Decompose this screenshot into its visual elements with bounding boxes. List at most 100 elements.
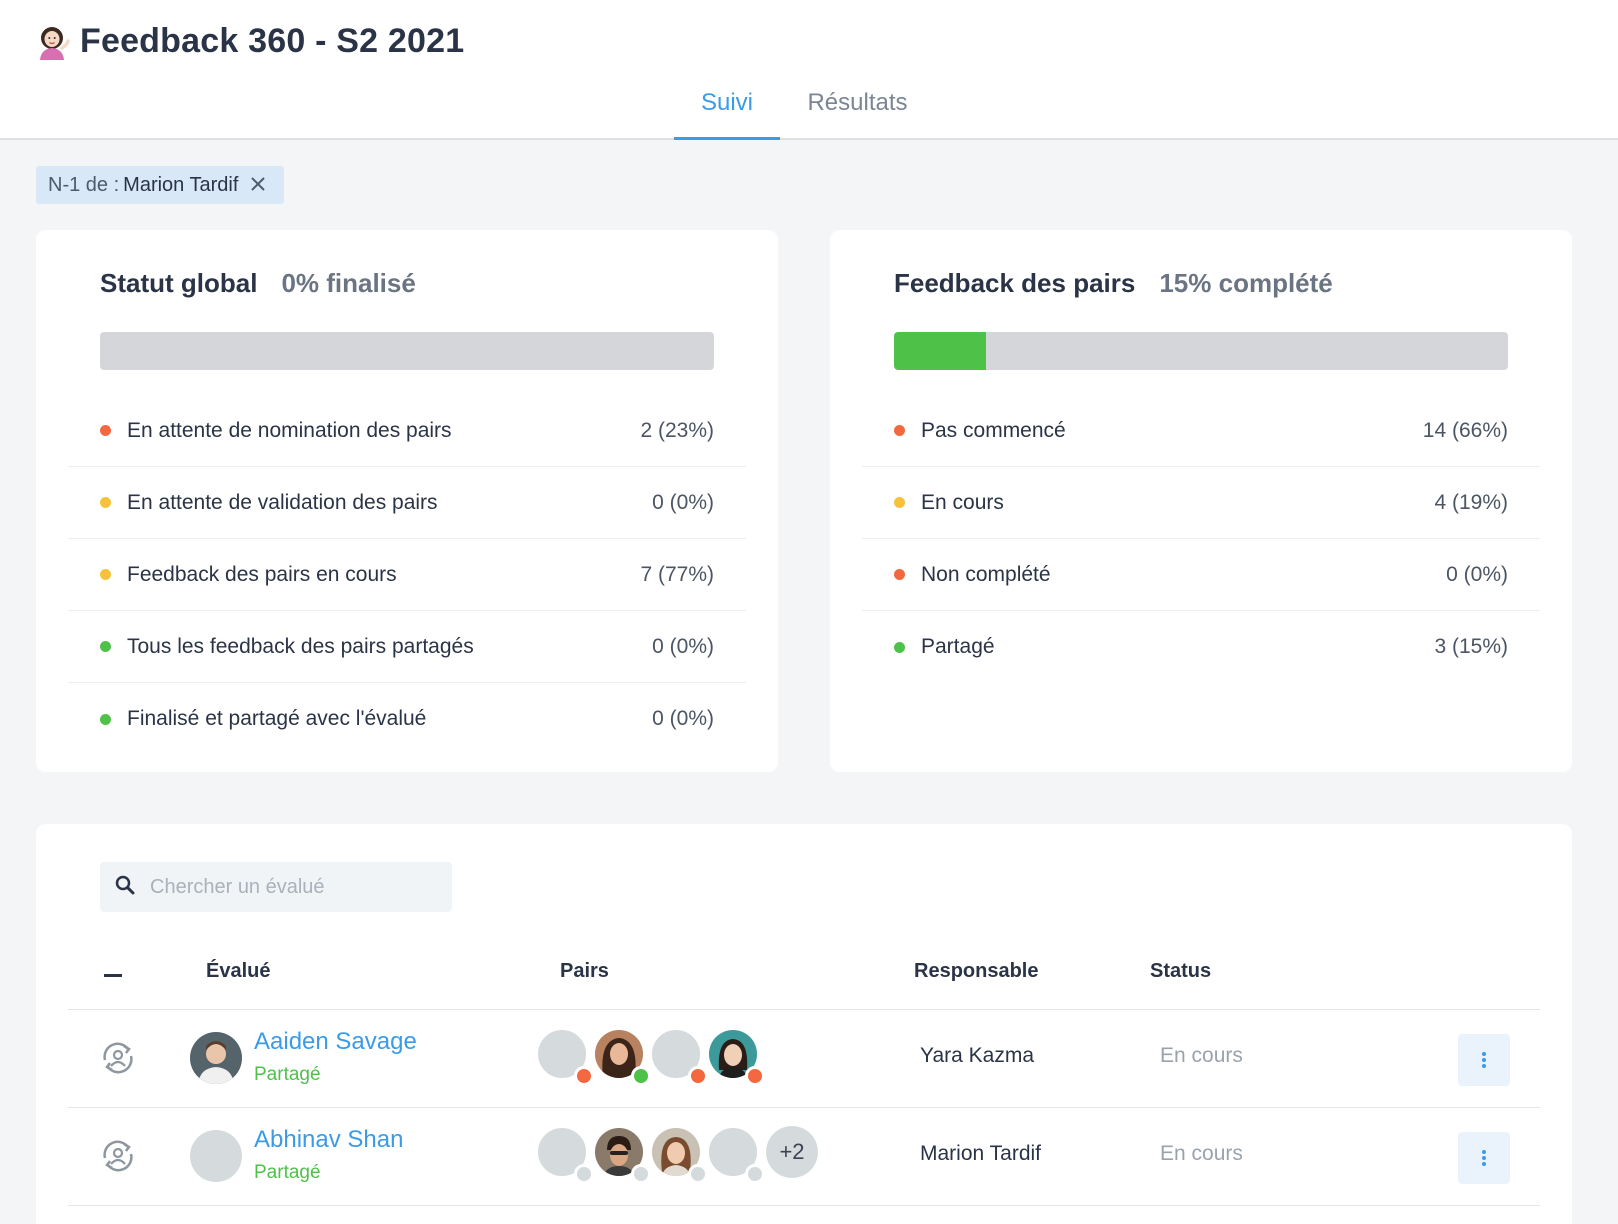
status-label: Partagé (921, 635, 995, 658)
status-value: 3 (15%) (1434, 635, 1508, 658)
status-label: En attente de nomination des pairs (127, 418, 452, 442)
evaluated-name-link[interactable]: Aaiden Savage (254, 1028, 417, 1055)
status-value: 4 (19%) (1434, 490, 1508, 514)
status-row: En attente de validation des pairs 0 (0%) (68, 467, 746, 539)
status-value: 0 (0%) (1446, 562, 1508, 586)
status-row: Pas commencé 14 (66%) (862, 395, 1540, 467)
status-value: 14 (66%) (1422, 418, 1508, 442)
global-status-title: Statut global 0% finalisé (100, 268, 416, 299)
search-box[interactable] (100, 862, 452, 912)
close-icon[interactable] (250, 174, 266, 196)
status-value: 0 (0%) (652, 490, 714, 514)
more-options-button[interactable] (1458, 1132, 1510, 1184)
global-status-list: En attente de nomination des pairs 2 (23%… (68, 395, 746, 755)
global-status-metric: 0% finalisé (281, 268, 416, 298)
peer-status-badge (688, 1066, 708, 1086)
column-peers[interactable]: Pairs (560, 960, 609, 982)
peer-avatars: +2 (536, 1126, 856, 1192)
tab-suivi[interactable]: Suivi (674, 78, 780, 140)
peer-feedback-metric: 15% complété (1159, 268, 1333, 298)
row-status: En cours (1160, 1044, 1243, 1067)
more-vertical-icon (1482, 1162, 1486, 1166)
filter-value: Marion Tardif (123, 173, 239, 196)
row-status: En cours (1160, 1142, 1243, 1165)
status-dot-icon (100, 713, 111, 725)
status-dot-icon (894, 641, 905, 653)
peer-feedback-card: Feedback des pairs 15% complété Pas comme… (830, 230, 1572, 772)
more-vertical-icon (1482, 1156, 1486, 1160)
status-label: Feedback des pairs en cours (127, 562, 397, 586)
status-dot-icon (894, 569, 905, 580)
more-options-button[interactable] (1458, 1034, 1510, 1086)
avatar[interactable] (190, 1130, 242, 1182)
peer-status-badge (631, 1164, 651, 1184)
peer-feedback-label: Feedback des pairs (894, 268, 1136, 298)
global-status-label: Statut global (100, 268, 258, 298)
global-status-progress-bar (100, 332, 714, 370)
evaluated-name-link[interactable]: Abhinav Shan (254, 1126, 404, 1153)
status-row: Finalisé et partagé avec l'évalué 0 (0%) (68, 683, 746, 755)
status-row: En cours 4 (19%) (862, 467, 1540, 539)
status-label: En attente de validation des pairs (127, 490, 438, 514)
peer-feedback-progress-fill (894, 332, 987, 370)
page-title: Feedback 360 - S2 2021 (80, 22, 465, 60)
peer-feedback-list: Pas commencé 14 (66%) En cours 4 (19%) Non c… (862, 395, 1540, 683)
avatar[interactable] (190, 1032, 242, 1084)
status-value: 0 (0%) (652, 707, 714, 730)
status-dot-icon (894, 497, 905, 508)
evaluated-sub-status: Partagé (254, 1162, 321, 1183)
more-vertical-icon (1482, 1058, 1486, 1062)
table-header: Évalué Pairs Responsable Status (68, 940, 1540, 1010)
title-row: Feedback 360 - S2 2021 (34, 22, 464, 61)
table-row[interactable]: Aaiden Savage Partagé Yara Kazma En cour… (68, 1010, 1540, 1108)
column-status[interactable]: Status (1150, 960, 1212, 982)
sync-person-icon[interactable] (98, 1038, 138, 1083)
status-value: 0 (0%) (652, 634, 714, 658)
filter-prefix: N-1 de : (48, 173, 120, 196)
peer-status-badge (745, 1066, 765, 1086)
peer-avatars (536, 1028, 856, 1094)
status-label: Tous les feedback des pairs partagés (127, 634, 474, 658)
more-peers-count[interactable]: +2 (766, 1126, 818, 1178)
peer-feedback-title: Feedback des pairs 15% complété (894, 268, 1333, 299)
column-manager[interactable]: Responsable (914, 960, 1039, 982)
more-vertical-icon (1482, 1064, 1486, 1068)
peer-status-badge (745, 1164, 765, 1184)
status-dot-icon (100, 569, 111, 580)
filter-chip[interactable]: N-1 de : Marion Tardif (36, 166, 285, 204)
status-label: Finalisé et partagé avec l'évalué (127, 707, 427, 730)
status-value: 7 (77%) (640, 562, 714, 586)
tab-bar: Suivi Résultats (0, 78, 1618, 140)
status-value: 2 (23%) (640, 418, 714, 442)
more-vertical-icon (1482, 1052, 1486, 1056)
peer-status-badge (688, 1164, 708, 1184)
peer-status-badge (574, 1164, 594, 1184)
peer-status-badge (631, 1066, 651, 1086)
evaluated-sub-status: Partagé (254, 1064, 321, 1085)
status-dot-icon (100, 641, 111, 652)
global-status-card: Statut global 0% finalisé En attente de n… (36, 230, 778, 772)
column-evaluated[interactable]: Évalué (206, 960, 271, 982)
status-label: En cours (921, 490, 1004, 514)
search-input[interactable] (150, 875, 440, 899)
manager-name: Yara Kazma (920, 1044, 1034, 1067)
status-dot-icon (894, 425, 905, 436)
status-dot-icon (100, 425, 111, 436)
peer-avatar[interactable] (536, 1126, 588, 1178)
status-row: En attente de nomination des pairs 2 (23%… (68, 395, 746, 467)
peer-status-badge (574, 1066, 594, 1086)
manager-name: Marion Tardif (920, 1142, 1041, 1165)
more-vertical-icon (1482, 1150, 1486, 1154)
sync-person-icon[interactable] (98, 1136, 138, 1181)
table-row[interactable]: Abhinav Shan Partagé +2 Marion Tardif En… (68, 1108, 1540, 1206)
search-icon (114, 874, 136, 901)
status-row: Tous les feedback des pairs partagés 0 (0… (68, 611, 746, 683)
status-row: Non complété 0 (0%) (862, 539, 1540, 611)
tab-resultats[interactable]: Résultats (807, 89, 908, 116)
peer-feedback-progress-bar (894, 332, 1508, 370)
status-row: Feedback des pairs en cours 7 (77%) (68, 539, 746, 611)
page-header: Feedback 360 - S2 2021 Suivi Résultats (0, 0, 1618, 140)
status-label: Non complété (921, 562, 1051, 586)
status-dot-icon (100, 497, 111, 508)
collapse-all-toggle[interactable] (104, 974, 122, 977)
